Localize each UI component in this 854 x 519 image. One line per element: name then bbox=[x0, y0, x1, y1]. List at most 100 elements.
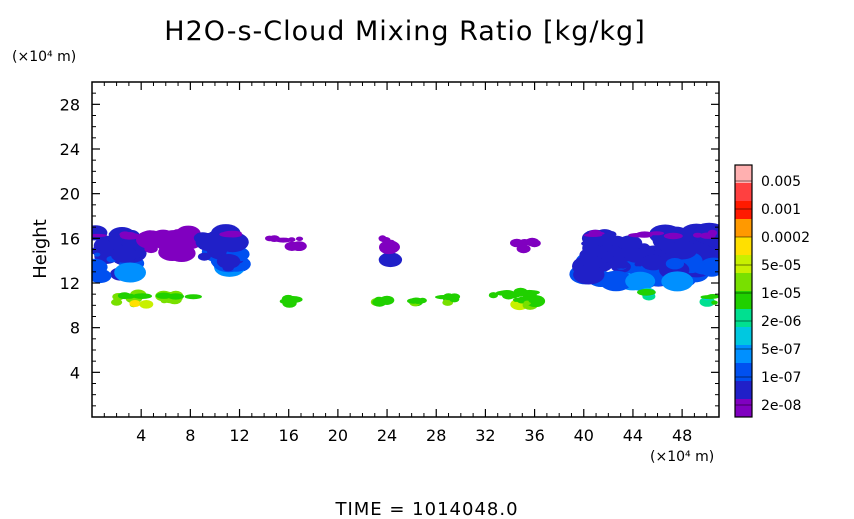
y-tick-label: 8 bbox=[70, 319, 80, 338]
y-tick-label: 20 bbox=[60, 185, 80, 204]
cloud-edge bbox=[144, 230, 156, 236]
y-axis-label: Height bbox=[30, 219, 51, 279]
cloud-cell bbox=[114, 262, 146, 283]
cloud-cell bbox=[529, 296, 538, 302]
colorbar-label: 2e-06 bbox=[761, 314, 801, 330]
x-tick-label: 40 bbox=[574, 426, 594, 445]
cloud-edge bbox=[663, 232, 683, 240]
colorbar-label: 0.005 bbox=[761, 174, 801, 190]
cloud-cell bbox=[145, 244, 158, 252]
cloud-edge bbox=[167, 293, 184, 300]
cloud-edge bbox=[265, 235, 275, 242]
cloud-cell bbox=[97, 238, 110, 247]
x-axis: 4 8 12 16 20 24 28 32 36 40 44 48 bbox=[103, 82, 708, 445]
cloud-cell bbox=[625, 271, 656, 291]
x-tick-label: 20 bbox=[328, 426, 348, 445]
cloud-cell bbox=[581, 241, 589, 247]
cloud-edge bbox=[184, 294, 202, 300]
cloud-cell bbox=[573, 264, 605, 285]
y-tick-label: 24 bbox=[60, 140, 80, 159]
colorbar-label: 1e-07 bbox=[761, 370, 801, 386]
colorbar-label: 5e-05 bbox=[761, 258, 801, 274]
colorbar-swatch bbox=[735, 237, 752, 256]
cloud-edge bbox=[499, 290, 515, 296]
cloud-cell bbox=[582, 244, 603, 258]
colorbar-swatch bbox=[735, 399, 752, 418]
cloud-cell bbox=[697, 246, 715, 257]
cloud-cell bbox=[165, 250, 177, 258]
cloud-cell bbox=[139, 300, 154, 309]
cloud-cell bbox=[121, 237, 139, 249]
x-axis-unit: (×10⁴ m) bbox=[650, 449, 714, 465]
cloud-cell bbox=[108, 231, 119, 238]
colorbar-label: 0.0002 bbox=[761, 230, 810, 246]
cloud-cell bbox=[634, 261, 643, 267]
cloud-edge bbox=[274, 237, 292, 243]
cloud-edge bbox=[700, 295, 717, 300]
colorbar-swatch bbox=[735, 327, 752, 346]
cloud-edge bbox=[380, 297, 394, 303]
cloud-edge bbox=[488, 292, 498, 299]
y-tick-label: 28 bbox=[60, 95, 80, 114]
cloud-cell bbox=[665, 258, 685, 270]
colorbar-swatch bbox=[735, 309, 752, 328]
colorbar-frame bbox=[734, 164, 753, 418]
y-tick-label: 12 bbox=[60, 274, 80, 293]
colorbar-swatch bbox=[735, 363, 752, 382]
cloud-cell bbox=[197, 252, 211, 261]
cloud-edge bbox=[519, 239, 531, 246]
colorbar-swatch bbox=[735, 345, 752, 364]
cloud-edge bbox=[448, 293, 461, 301]
chart-title: H2O-s-Cloud Mixing Ratio [kg/kg] bbox=[164, 16, 645, 47]
cloud-edge bbox=[374, 296, 384, 302]
colorbar: 0.005 0.001 0.0002 5e-05 1e-05 2e-06 5e-07 1e-0… bbox=[734, 164, 810, 418]
cloud-edge bbox=[124, 232, 136, 237]
x-tick-label: 16 bbox=[279, 426, 299, 445]
x-tick-label: 48 bbox=[672, 426, 692, 445]
cloud-cell bbox=[605, 231, 617, 238]
cloud-cell bbox=[610, 258, 627, 269]
time-label: TIME = 1014048.0 bbox=[334, 499, 518, 519]
cloud-edge bbox=[284, 296, 302, 302]
cloud-cell bbox=[528, 239, 541, 248]
colorbar-label: 2e-08 bbox=[761, 398, 801, 414]
cloud-edge bbox=[520, 290, 540, 295]
cloud-cell bbox=[129, 300, 141, 307]
cloud-cell bbox=[644, 248, 656, 256]
cloud-cell bbox=[700, 262, 719, 277]
cloud-edge bbox=[223, 231, 243, 238]
cloud-cell bbox=[113, 297, 121, 303]
cloud-cell bbox=[513, 302, 521, 308]
cloud-edge bbox=[693, 232, 703, 238]
x-tick-label: 44 bbox=[623, 426, 643, 445]
cloud-cell bbox=[169, 239, 178, 245]
cloud-edge bbox=[637, 288, 656, 296]
cloud-edge bbox=[407, 298, 420, 304]
colorbar-swatch bbox=[735, 273, 752, 292]
cloud-edge bbox=[155, 292, 172, 299]
cloud-edge bbox=[707, 229, 718, 237]
cloud-cell bbox=[92, 258, 108, 276]
cloud-cell bbox=[115, 271, 123, 277]
cloud-cell bbox=[216, 232, 249, 253]
cloud-cell bbox=[379, 241, 399, 255]
cloud-cell bbox=[295, 236, 304, 241]
colorbar-label: 5e-07 bbox=[761, 342, 801, 358]
cloud-edge bbox=[378, 235, 387, 242]
cloud-cell bbox=[216, 254, 241, 269]
colorbar-swatch bbox=[735, 183, 752, 202]
cloud-cell bbox=[661, 271, 694, 292]
x-tick-label: 24 bbox=[377, 426, 397, 445]
x-tick-label: 32 bbox=[475, 426, 495, 445]
y-axis: 4 8 12 16 20 24 28 bbox=[60, 92, 719, 407]
y-tick-label: 4 bbox=[70, 363, 80, 382]
cloud-field bbox=[92, 222, 719, 311]
cloud-cell bbox=[666, 240, 698, 260]
cloud-edge bbox=[435, 295, 453, 300]
cloud-cell bbox=[604, 256, 614, 263]
colorbar-swatch bbox=[735, 255, 752, 274]
cloud-edge bbox=[123, 293, 136, 299]
colorbar-label: 0.001 bbox=[761, 202, 801, 218]
cloud-cell bbox=[291, 241, 307, 252]
